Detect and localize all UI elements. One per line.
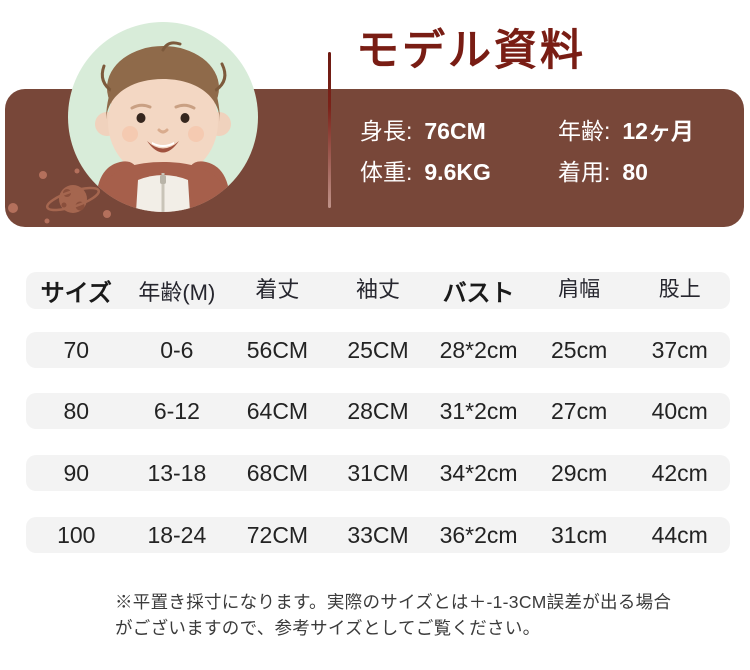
stat-label: 身長: xyxy=(360,118,413,144)
table-cell: 31*2cm xyxy=(439,397,518,424)
stat-label: 体重: xyxy=(360,159,413,185)
table-cell: 33CM xyxy=(347,521,409,548)
table-cell: 25CM xyxy=(347,336,409,363)
table-row: 70 0-6 56CM 25CM 28*2cm 25cm 37cm xyxy=(26,332,730,368)
table-cell: 36*2cm xyxy=(439,521,518,548)
size-table: サイズ 年齢(M) 着丈 袖丈 バスト 肩幅 股上 70 0-6 56CM 25CM 28*2cm 2… xyxy=(26,272,730,553)
column-header: 着丈 xyxy=(255,276,300,302)
size-table-header: サイズ 年齢(M) 着丈 袖丈 バスト 肩幅 股上 xyxy=(26,272,730,309)
table-cell: 31cm xyxy=(551,521,608,548)
table-cell: 70 xyxy=(63,336,90,363)
table-cell: 34*2cm xyxy=(439,459,518,486)
column-header: 袖丈 xyxy=(355,276,400,302)
table-cell: 18-24 xyxy=(147,521,207,548)
column-header: 年齢(M) xyxy=(138,279,216,305)
stat-weight: 体重: 9.6KG xyxy=(360,158,491,186)
stat-value: 12ヶ月 xyxy=(622,118,694,144)
baby-illustration xyxy=(92,41,234,212)
title-divider xyxy=(328,52,331,208)
size-table-body: 70 0-6 56CM 25CM 28*2cm 25cm 37cm 80 6-12 64CM 28C… xyxy=(26,332,730,553)
measurement-note-line: がございますので、参考サイズとしてご覧ください。 xyxy=(115,618,541,638)
column-header: 股上 xyxy=(658,277,701,301)
column-header: 肩幅 xyxy=(558,277,601,301)
table-cell: 28*2cm xyxy=(439,336,518,363)
table-cell: 27cm xyxy=(551,397,608,424)
table-cell: 64CM xyxy=(246,397,309,424)
table-cell: 44cm xyxy=(651,521,708,548)
table-cell: 28CM xyxy=(347,397,409,424)
table-cell: 100 xyxy=(57,521,96,548)
table-row: 90 13-18 68CM 31CM 34*2cm 29cm 42cm xyxy=(26,455,730,491)
table-cell: 37cm xyxy=(651,336,708,363)
section-title: モデル資料 xyxy=(356,27,586,75)
stat-value: 80 xyxy=(622,159,648,185)
stat-label: 着用: xyxy=(558,159,611,185)
table-cell: 25cm xyxy=(551,336,608,363)
column-header: バスト xyxy=(442,280,515,307)
table-cell: 29cm xyxy=(551,459,608,486)
table-cell: 42cm xyxy=(651,459,708,486)
stat-value: 76CM xyxy=(424,118,486,144)
table-cell: 40cm xyxy=(651,397,708,424)
stat-wearing-size: 着用: 80 xyxy=(558,158,648,186)
table-cell: 90 xyxy=(63,459,90,486)
measurement-note: ※平置き採寸になります。実際のサイズとは＋-1-3CM誤差が出る場合 がございま… xyxy=(115,589,730,641)
table-cell: 80 xyxy=(63,397,90,424)
table-cell: 0-6 xyxy=(160,336,194,363)
table-row: 100 18-24 72CM 33CM 36*2cm 31cm 44cm xyxy=(26,517,730,553)
stat-height: 身長: 76CM xyxy=(360,117,486,145)
measurement-note-line: ※平置き採寸になります。実際のサイズとは＋-1-3CM誤差が出る場合 xyxy=(115,592,672,612)
stat-label: 年齢: xyxy=(558,118,611,144)
stat-age: 年齢: 12ヶ月 xyxy=(558,117,694,145)
model-photo xyxy=(68,22,258,212)
table-row: 80 6-12 64CM 28CM 31*2cm 27cm 40cm xyxy=(26,393,730,429)
table-cell: 68CM xyxy=(246,459,309,486)
table-cell: 72CM xyxy=(246,521,309,548)
table-cell: 13-18 xyxy=(147,459,207,486)
column-header: サイズ xyxy=(40,280,112,307)
table-cell: 6-12 xyxy=(153,397,200,424)
table-cell: 56CM xyxy=(246,336,309,363)
table-cell: 31CM xyxy=(347,459,409,486)
stat-value: 9.6KG xyxy=(424,159,491,185)
